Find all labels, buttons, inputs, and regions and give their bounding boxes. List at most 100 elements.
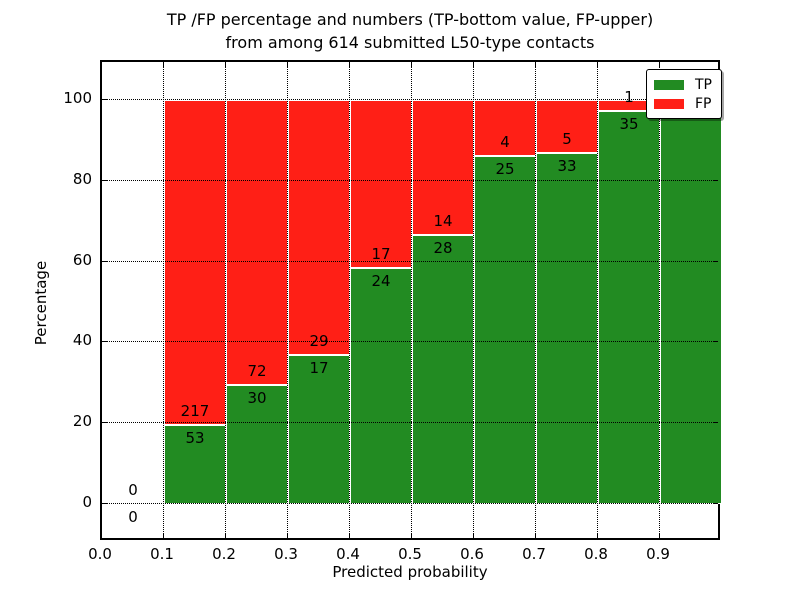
chart-title-line1: TP /FP percentage and numbers (TP-bottom… xyxy=(166,10,654,29)
bar-count-label-tp: 28 xyxy=(433,238,453,257)
bar-count-label-tp: 25 xyxy=(495,159,515,178)
x-tick-mark xyxy=(597,62,598,67)
x-axis-label: Predicted probability xyxy=(332,563,488,581)
x-tick-label: 0.3 xyxy=(274,545,298,563)
bar-count-label-fp: 1 xyxy=(624,88,634,107)
chart-title: TP /FP percentage and numbers (TP-bottom… xyxy=(100,8,720,54)
bar-count-label-tp: 35 xyxy=(619,115,639,134)
gridline-horizontal xyxy=(102,99,718,100)
y-tick-mark xyxy=(713,260,718,262)
y-tick-mark xyxy=(713,341,718,343)
gridline-horizontal xyxy=(102,341,718,343)
y-tick-mark xyxy=(713,179,718,181)
gridline-vertical xyxy=(163,62,164,538)
x-tick-mark xyxy=(349,62,350,67)
y-tick-mark xyxy=(102,503,107,504)
y-tick-mark xyxy=(102,422,107,424)
y-tick-label: 40 xyxy=(72,331,92,350)
bar-count-label-tp: 33 xyxy=(557,157,577,176)
legend: TP FP xyxy=(646,69,722,119)
gridline-vertical xyxy=(349,62,350,538)
gridline-vertical xyxy=(287,62,288,538)
y-tick-label: 60 xyxy=(72,250,92,269)
legend-entry: FP xyxy=(654,94,712,113)
x-tick-label: 0.8 xyxy=(584,545,608,563)
x-tick-mark xyxy=(659,533,660,538)
bar-segment-fp xyxy=(226,100,288,386)
gridline-horizontal xyxy=(102,179,718,181)
y-tick-label: 0 xyxy=(82,493,92,511)
bar-segment-tp xyxy=(474,155,536,504)
x-tick-mark xyxy=(597,533,598,538)
y-axis-label: Percentage xyxy=(32,260,50,346)
bar-segment-tp xyxy=(660,100,722,504)
x-tick-mark xyxy=(163,533,164,538)
y-tick-label: 100 xyxy=(63,89,92,107)
bar-count-label-fp: 5 xyxy=(562,130,572,149)
legend-label: FP xyxy=(695,95,712,112)
x-tick-label: 0.0 xyxy=(88,545,112,563)
y-tick-mark xyxy=(102,341,107,343)
x-tick-label: 0.4 xyxy=(336,545,360,563)
bar-segment-fp xyxy=(164,100,226,425)
x-tick-mark xyxy=(225,533,226,538)
x-tick-label: 0.5 xyxy=(398,545,422,563)
x-tick-mark xyxy=(101,62,102,67)
x-tick-mark xyxy=(535,533,536,538)
y-tick-label: 80 xyxy=(72,169,92,188)
bar-segment-tp xyxy=(412,234,474,504)
bar-count-label-fp: 14 xyxy=(433,211,453,230)
x-tick-mark xyxy=(473,533,474,538)
bar-segment-tp xyxy=(598,111,660,504)
x-tick-mark xyxy=(535,62,536,67)
gridline-vertical xyxy=(473,62,474,538)
x-tick-mark xyxy=(411,62,412,67)
legend-swatch-tp-icon xyxy=(654,79,684,90)
x-tick-mark xyxy=(225,62,226,67)
x-tick-mark xyxy=(473,62,474,67)
y-tick-mark xyxy=(713,422,718,424)
x-tick-mark xyxy=(163,62,164,67)
y-tick-label: 20 xyxy=(72,412,92,431)
legend-label: TP xyxy=(695,76,712,93)
bar-segment-fp xyxy=(412,100,474,235)
bar-count-label-fp: 217 xyxy=(180,401,210,420)
gridline-vertical xyxy=(659,62,660,538)
bar-segment-tp xyxy=(350,267,412,504)
bar-count-label-tp: 53 xyxy=(185,428,205,447)
y-tick-mark xyxy=(102,99,107,100)
gridline-horizontal xyxy=(102,503,718,504)
legend-entry: TP xyxy=(654,75,712,94)
x-tick-label: 0.6 xyxy=(460,545,484,563)
bar-segment-tp xyxy=(288,354,350,504)
y-tick-mark xyxy=(102,260,107,262)
x-tick-mark xyxy=(287,533,288,538)
x-tick-mark xyxy=(287,62,288,67)
bar-count-label-tp: 0 xyxy=(128,508,138,526)
gridline-horizontal xyxy=(102,260,718,262)
x-tick-mark xyxy=(101,533,102,538)
bar-count-label-fp: 17 xyxy=(371,244,391,263)
bar-count-label-fp: 4 xyxy=(500,132,510,151)
x-tick-label: 0.7 xyxy=(522,545,546,563)
bar-segment-fp xyxy=(474,100,536,156)
bar-count-label-fp: 0 xyxy=(128,481,138,499)
x-tick-mark xyxy=(349,533,350,538)
gridline-vertical xyxy=(597,62,598,538)
x-tick-label: 0.1 xyxy=(150,545,174,563)
bar-count-label-fp: 72 xyxy=(247,362,267,381)
bar-segment-tp xyxy=(536,153,598,504)
gridline-horizontal xyxy=(102,422,718,424)
bar-count-label-tp: 30 xyxy=(247,389,267,408)
bar-count-label-tp: 17 xyxy=(309,358,329,377)
y-tick-mark xyxy=(713,503,718,504)
gridline-vertical xyxy=(411,62,412,538)
bar-segment-fp xyxy=(288,100,350,355)
legend-swatch-fp-icon xyxy=(654,98,684,109)
chart-title-line2: from among 614 submitted L50-type contac… xyxy=(225,33,595,53)
y-tick-mark xyxy=(102,179,107,181)
x-tick-label: 0.2 xyxy=(212,545,236,563)
gridline-vertical xyxy=(225,62,226,538)
